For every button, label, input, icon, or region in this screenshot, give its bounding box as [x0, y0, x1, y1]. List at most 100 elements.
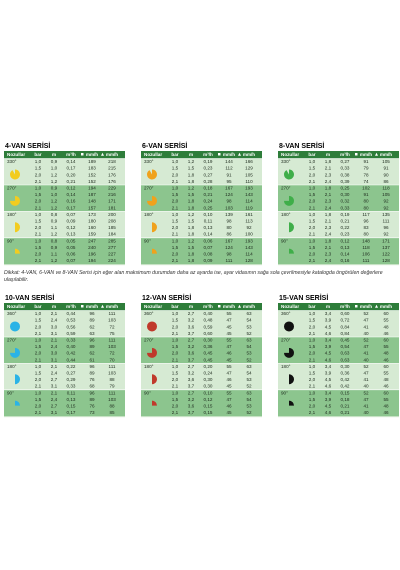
group-band — [4, 337, 125, 364]
column-header: bar — [34, 304, 41, 309]
cell: 89 — [89, 371, 95, 376]
cell: 0,30 — [204, 384, 213, 389]
column-header: m — [52, 152, 56, 157]
cell: 0,32 — [341, 199, 350, 204]
group-band — [278, 237, 399, 265]
group-band — [4, 363, 125, 390]
nozzle-angle: 180° — [281, 212, 291, 217]
cell: 143 — [245, 245, 253, 250]
column-header: Nozullar — [7, 152, 25, 157]
group-band — [278, 337, 399, 364]
cell: 2,1 — [35, 384, 42, 389]
cell: 184 — [108, 232, 116, 237]
cell: 0,45 — [341, 338, 350, 343]
cell: 0,59 — [67, 331, 76, 336]
cell: 1,0 — [172, 159, 179, 164]
cell: 110 — [245, 179, 253, 184]
cell: 41 — [363, 324, 369, 329]
cell: 1,0 — [35, 159, 42, 164]
cell: 1,5 — [188, 192, 195, 197]
cell: 2,4 — [51, 344, 58, 349]
column-header: m³/h — [66, 152, 76, 157]
cell: 74 — [363, 179, 369, 184]
cell: 0,22 — [341, 225, 350, 230]
column-header: bar — [308, 304, 315, 309]
cell: 160 — [88, 225, 96, 230]
cell: 2,4 — [325, 179, 332, 184]
cell: 0,12 — [67, 225, 76, 230]
cell: 0,21 — [204, 192, 213, 197]
cell: 0,25 — [341, 186, 350, 191]
cell: 1,8 — [188, 258, 195, 263]
cell: 98 — [226, 199, 232, 204]
cell: 2,1 — [325, 192, 332, 197]
cell: 0,33 — [341, 205, 350, 210]
cell: 53 — [246, 351, 252, 356]
cell: 3,6 — [188, 324, 195, 329]
nozzle-angle: 330° — [144, 159, 154, 164]
cell: 2,0 — [172, 324, 179, 329]
cell: 277 — [108, 245, 116, 250]
cell: 0,14 — [67, 159, 76, 164]
cell: 0,9 — [51, 245, 58, 250]
cell: 0,12 — [67, 186, 76, 191]
cell: 1,0 — [309, 159, 316, 164]
cell: 114 — [245, 199, 253, 204]
cell: 2,0 — [309, 225, 316, 230]
cell: 0,40 — [204, 311, 213, 316]
cell: 2,0 — [172, 252, 179, 257]
cell: 40 — [363, 410, 369, 415]
cell: 152 — [88, 172, 96, 177]
cell: 285 — [108, 238, 116, 243]
cell: 60 — [383, 364, 389, 369]
triangle-symbol — [238, 152, 241, 156]
group-band — [141, 211, 262, 238]
nozzle-angle: 270° — [144, 186, 154, 191]
cell: 4,6 — [325, 410, 332, 415]
cell: 88 — [109, 404, 115, 409]
cell: 52 — [246, 410, 252, 415]
cell: 0,44 — [67, 311, 76, 316]
cell: 185 — [108, 225, 116, 230]
cell: 0,14 — [204, 232, 213, 237]
cell: 1,8 — [325, 212, 332, 217]
cell: 2,1 — [35, 357, 42, 362]
cell: 2,1 — [35, 331, 42, 336]
cell: 167 — [225, 186, 233, 191]
nozzle-angle: 90° — [281, 238, 288, 243]
cell: 122 — [382, 252, 390, 257]
cell: 0,20 — [67, 172, 76, 177]
cell: 54 — [246, 371, 252, 376]
cell: 52 — [246, 331, 252, 336]
cell: 2,0 — [309, 377, 316, 382]
cell: 0,13 — [67, 232, 76, 237]
cell: 1,5 — [309, 318, 316, 323]
cell: 46 — [383, 384, 389, 389]
group-band — [4, 389, 125, 417]
cell: 247 — [88, 238, 96, 243]
cell: 0,33 — [341, 166, 350, 171]
column-header: m³/h — [203, 304, 213, 309]
cell: 240 — [88, 245, 96, 250]
nozzle-icon — [152, 400, 157, 406]
group-band — [141, 158, 262, 185]
nozzle-icon — [289, 400, 294, 406]
cell: 0,60 — [341, 311, 350, 316]
cell: 1,5 — [188, 219, 195, 224]
cell: 0,8 — [51, 212, 58, 217]
nozzle-icon — [15, 400, 20, 406]
cell: 2,1 — [35, 205, 42, 210]
cell: 91 — [383, 166, 389, 171]
nozzle-icon — [15, 248, 20, 254]
cell: 111 — [226, 258, 233, 263]
cell: 118 — [382, 186, 390, 191]
column-header: bar — [171, 152, 178, 157]
cell: 1,5 — [188, 245, 195, 250]
cell: 53 — [246, 404, 252, 409]
cell: 0,29 — [67, 377, 76, 382]
cell: 55 — [383, 318, 389, 323]
cell: 1,0 — [309, 186, 316, 191]
cell: 2,0 — [35, 172, 42, 177]
cell: 0,05 — [67, 238, 76, 243]
